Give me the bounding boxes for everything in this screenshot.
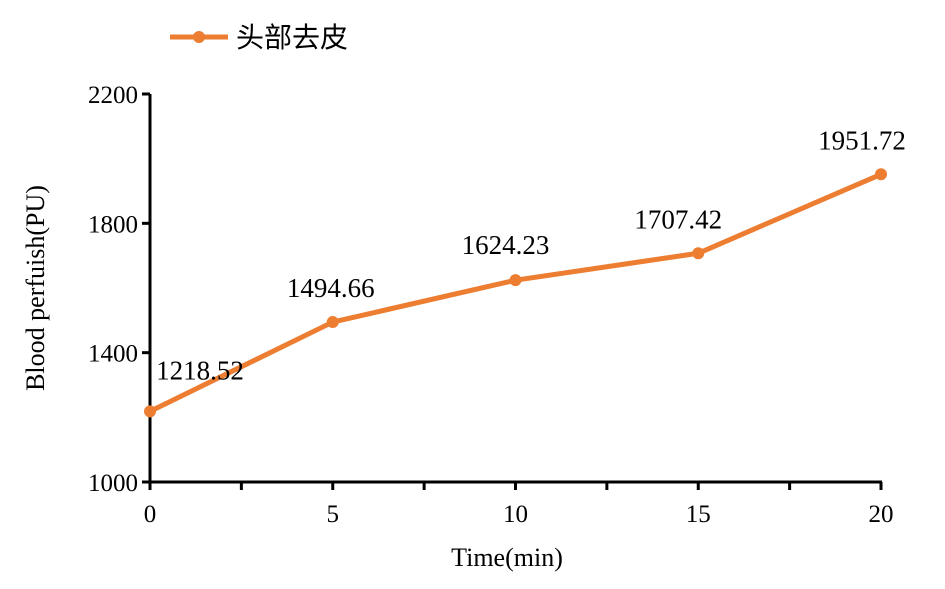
data-point	[144, 405, 156, 418]
legend-label: 头部去皮	[236, 21, 348, 54]
legend-marker	[193, 31, 205, 43]
x-tick-label: 10	[503, 501, 528, 528]
y-tick-label: 1400	[88, 341, 138, 368]
series-line	[148, 171, 882, 414]
data-label: 1624.23	[462, 230, 550, 260]
x-tick-label: 20	[869, 501, 894, 528]
axes: 1000 1400 1800 2200 0 5 10 15 20	[88, 82, 894, 528]
data-label: 1218.52	[156, 355, 244, 385]
data-label: 1951.72	[818, 125, 906, 155]
data-point	[692, 247, 705, 260]
x-tick-label: 15	[686, 501, 711, 528]
y-tick-label: 1000	[88, 470, 138, 497]
series: 1218.52 1494.66 1624.23 1707.42 1951.72	[144, 125, 906, 418]
y-tick-label: 1800	[88, 211, 138, 238]
data-point	[509, 274, 522, 287]
data-label: 1707.42	[634, 204, 722, 234]
y-tick-label: 2200	[88, 82, 138, 109]
data-point	[875, 168, 887, 181]
x-axis-title: Time(min)	[451, 543, 563, 572]
data-point	[326, 316, 339, 329]
x-tick-label: 0	[144, 501, 157, 528]
data-label: 1494.66	[287, 273, 375, 303]
y-axis-title: Blood perfuish(PU)	[21, 185, 50, 391]
x-tick-label: 5	[327, 501, 340, 528]
legend: 头部去皮	[170, 21, 348, 54]
